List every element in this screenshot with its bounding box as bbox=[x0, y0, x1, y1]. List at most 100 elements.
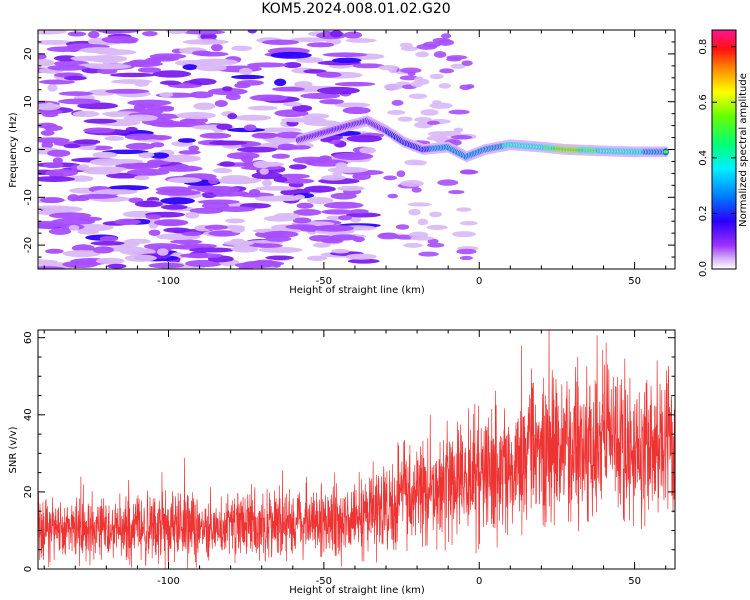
noise-blob bbox=[178, 150, 201, 155]
noise-blob bbox=[77, 193, 119, 199]
noise-blob bbox=[79, 47, 119, 54]
y-tick-label: -10 bbox=[23, 189, 34, 205]
noise-blob bbox=[177, 138, 196, 143]
noise-blob bbox=[185, 211, 200, 219]
noise-blob bbox=[230, 226, 245, 233]
noise-blob bbox=[38, 109, 63, 115]
snr-plot-area bbox=[38, 330, 675, 569]
noise-blob bbox=[247, 105, 278, 111]
noise-blob bbox=[446, 57, 462, 62]
noise-blob bbox=[343, 31, 363, 39]
noise-blob bbox=[414, 117, 432, 123]
noise-blob bbox=[46, 46, 81, 52]
noise-blob bbox=[159, 92, 174, 98]
noise-blob bbox=[38, 79, 75, 85]
noise-blob bbox=[427, 131, 450, 137]
noise-blob bbox=[438, 82, 451, 89]
noise-blob bbox=[255, 186, 299, 191]
noise-blob bbox=[432, 37, 451, 43]
noise-blob bbox=[399, 42, 413, 48]
noise-blob bbox=[329, 234, 358, 241]
spectrogram-xlabel: Height of straight line (km) bbox=[289, 285, 425, 296]
noise-blob bbox=[418, 251, 439, 257]
noise-blob bbox=[77, 102, 119, 110]
noise-blob bbox=[349, 209, 369, 214]
noise-blob bbox=[338, 215, 352, 221]
noise-blob bbox=[149, 53, 187, 60]
noise-blob bbox=[234, 114, 272, 121]
noise-blob bbox=[38, 176, 76, 182]
noise-blob bbox=[155, 186, 192, 193]
noise-blob bbox=[182, 64, 198, 71]
noise-blob bbox=[322, 52, 368, 58]
noise-blob bbox=[433, 51, 447, 58]
noise-blob bbox=[191, 58, 239, 66]
noise-blob bbox=[448, 190, 465, 195]
noise-blob bbox=[317, 86, 360, 95]
x-tick-label: 0 bbox=[476, 576, 482, 587]
noise-blob bbox=[429, 73, 444, 80]
noise-blob bbox=[231, 245, 259, 253]
noise-blob bbox=[212, 167, 233, 174]
noise-blob bbox=[327, 166, 369, 174]
noise-blob bbox=[407, 202, 432, 207]
noise-blob bbox=[262, 179, 273, 187]
noise-blob bbox=[289, 164, 307, 170]
noise-blob bbox=[251, 243, 283, 248]
figure-title: KOM5.2024.008.01.02.G20 bbox=[261, 1, 451, 17]
noise-blob bbox=[207, 87, 248, 96]
noise-blob bbox=[450, 63, 466, 69]
noise-blob bbox=[38, 259, 59, 265]
noise-blob bbox=[313, 224, 355, 232]
noise-blob bbox=[159, 80, 182, 86]
noise-blob bbox=[345, 212, 382, 218]
snr-series-line bbox=[38, 330, 675, 569]
noise-blob bbox=[153, 219, 189, 227]
noise-blob bbox=[429, 211, 443, 218]
noise-blob bbox=[456, 248, 477, 255]
noise-blob bbox=[388, 67, 397, 74]
noise-blob bbox=[92, 151, 118, 159]
noise-blob bbox=[134, 200, 163, 208]
y-tick-label: 0 bbox=[23, 146, 34, 152]
noise-blob bbox=[330, 192, 357, 200]
noise-blob bbox=[396, 170, 406, 178]
noise-blob bbox=[293, 209, 322, 216]
noise-blob bbox=[426, 224, 448, 230]
noise-blob bbox=[182, 30, 226, 35]
colorbar-tick-label: 0.8 bbox=[698, 39, 709, 55]
noise-blob bbox=[450, 135, 473, 140]
noise-blob bbox=[38, 53, 47, 60]
noise-blob bbox=[58, 91, 93, 96]
noise-blob bbox=[160, 197, 195, 205]
noise-blob bbox=[243, 124, 257, 132]
noise-blob bbox=[335, 162, 348, 170]
noise-blob bbox=[320, 137, 333, 143]
noise-blob bbox=[159, 154, 202, 163]
noise-blob bbox=[40, 130, 55, 136]
noise-blob bbox=[149, 120, 188, 128]
noise-blob bbox=[333, 152, 374, 161]
noise-blob bbox=[459, 220, 478, 226]
noise-blob bbox=[45, 248, 64, 254]
colorbar-tick-label: 0.4 bbox=[698, 150, 709, 166]
noise-blob bbox=[105, 88, 150, 94]
noise-blob bbox=[197, 199, 240, 205]
noise-blob bbox=[336, 185, 365, 191]
noise-blob bbox=[176, 111, 216, 120]
noise-blob bbox=[395, 224, 410, 230]
noise-blob bbox=[196, 64, 227, 72]
y-tick-label: 0 bbox=[23, 566, 34, 572]
noise-blob bbox=[408, 231, 429, 239]
noise-blob bbox=[291, 145, 311, 150]
noise-blob bbox=[247, 30, 258, 34]
noise-blob bbox=[332, 171, 342, 178]
noise-blob bbox=[62, 250, 101, 258]
noise-blob bbox=[426, 120, 440, 125]
noise-blob bbox=[167, 177, 202, 183]
noise-blob bbox=[70, 55, 115, 62]
noise-blob bbox=[63, 143, 81, 149]
noise-blob bbox=[189, 207, 224, 214]
snr-frame bbox=[37, 329, 676, 570]
noise-blob bbox=[188, 145, 200, 152]
